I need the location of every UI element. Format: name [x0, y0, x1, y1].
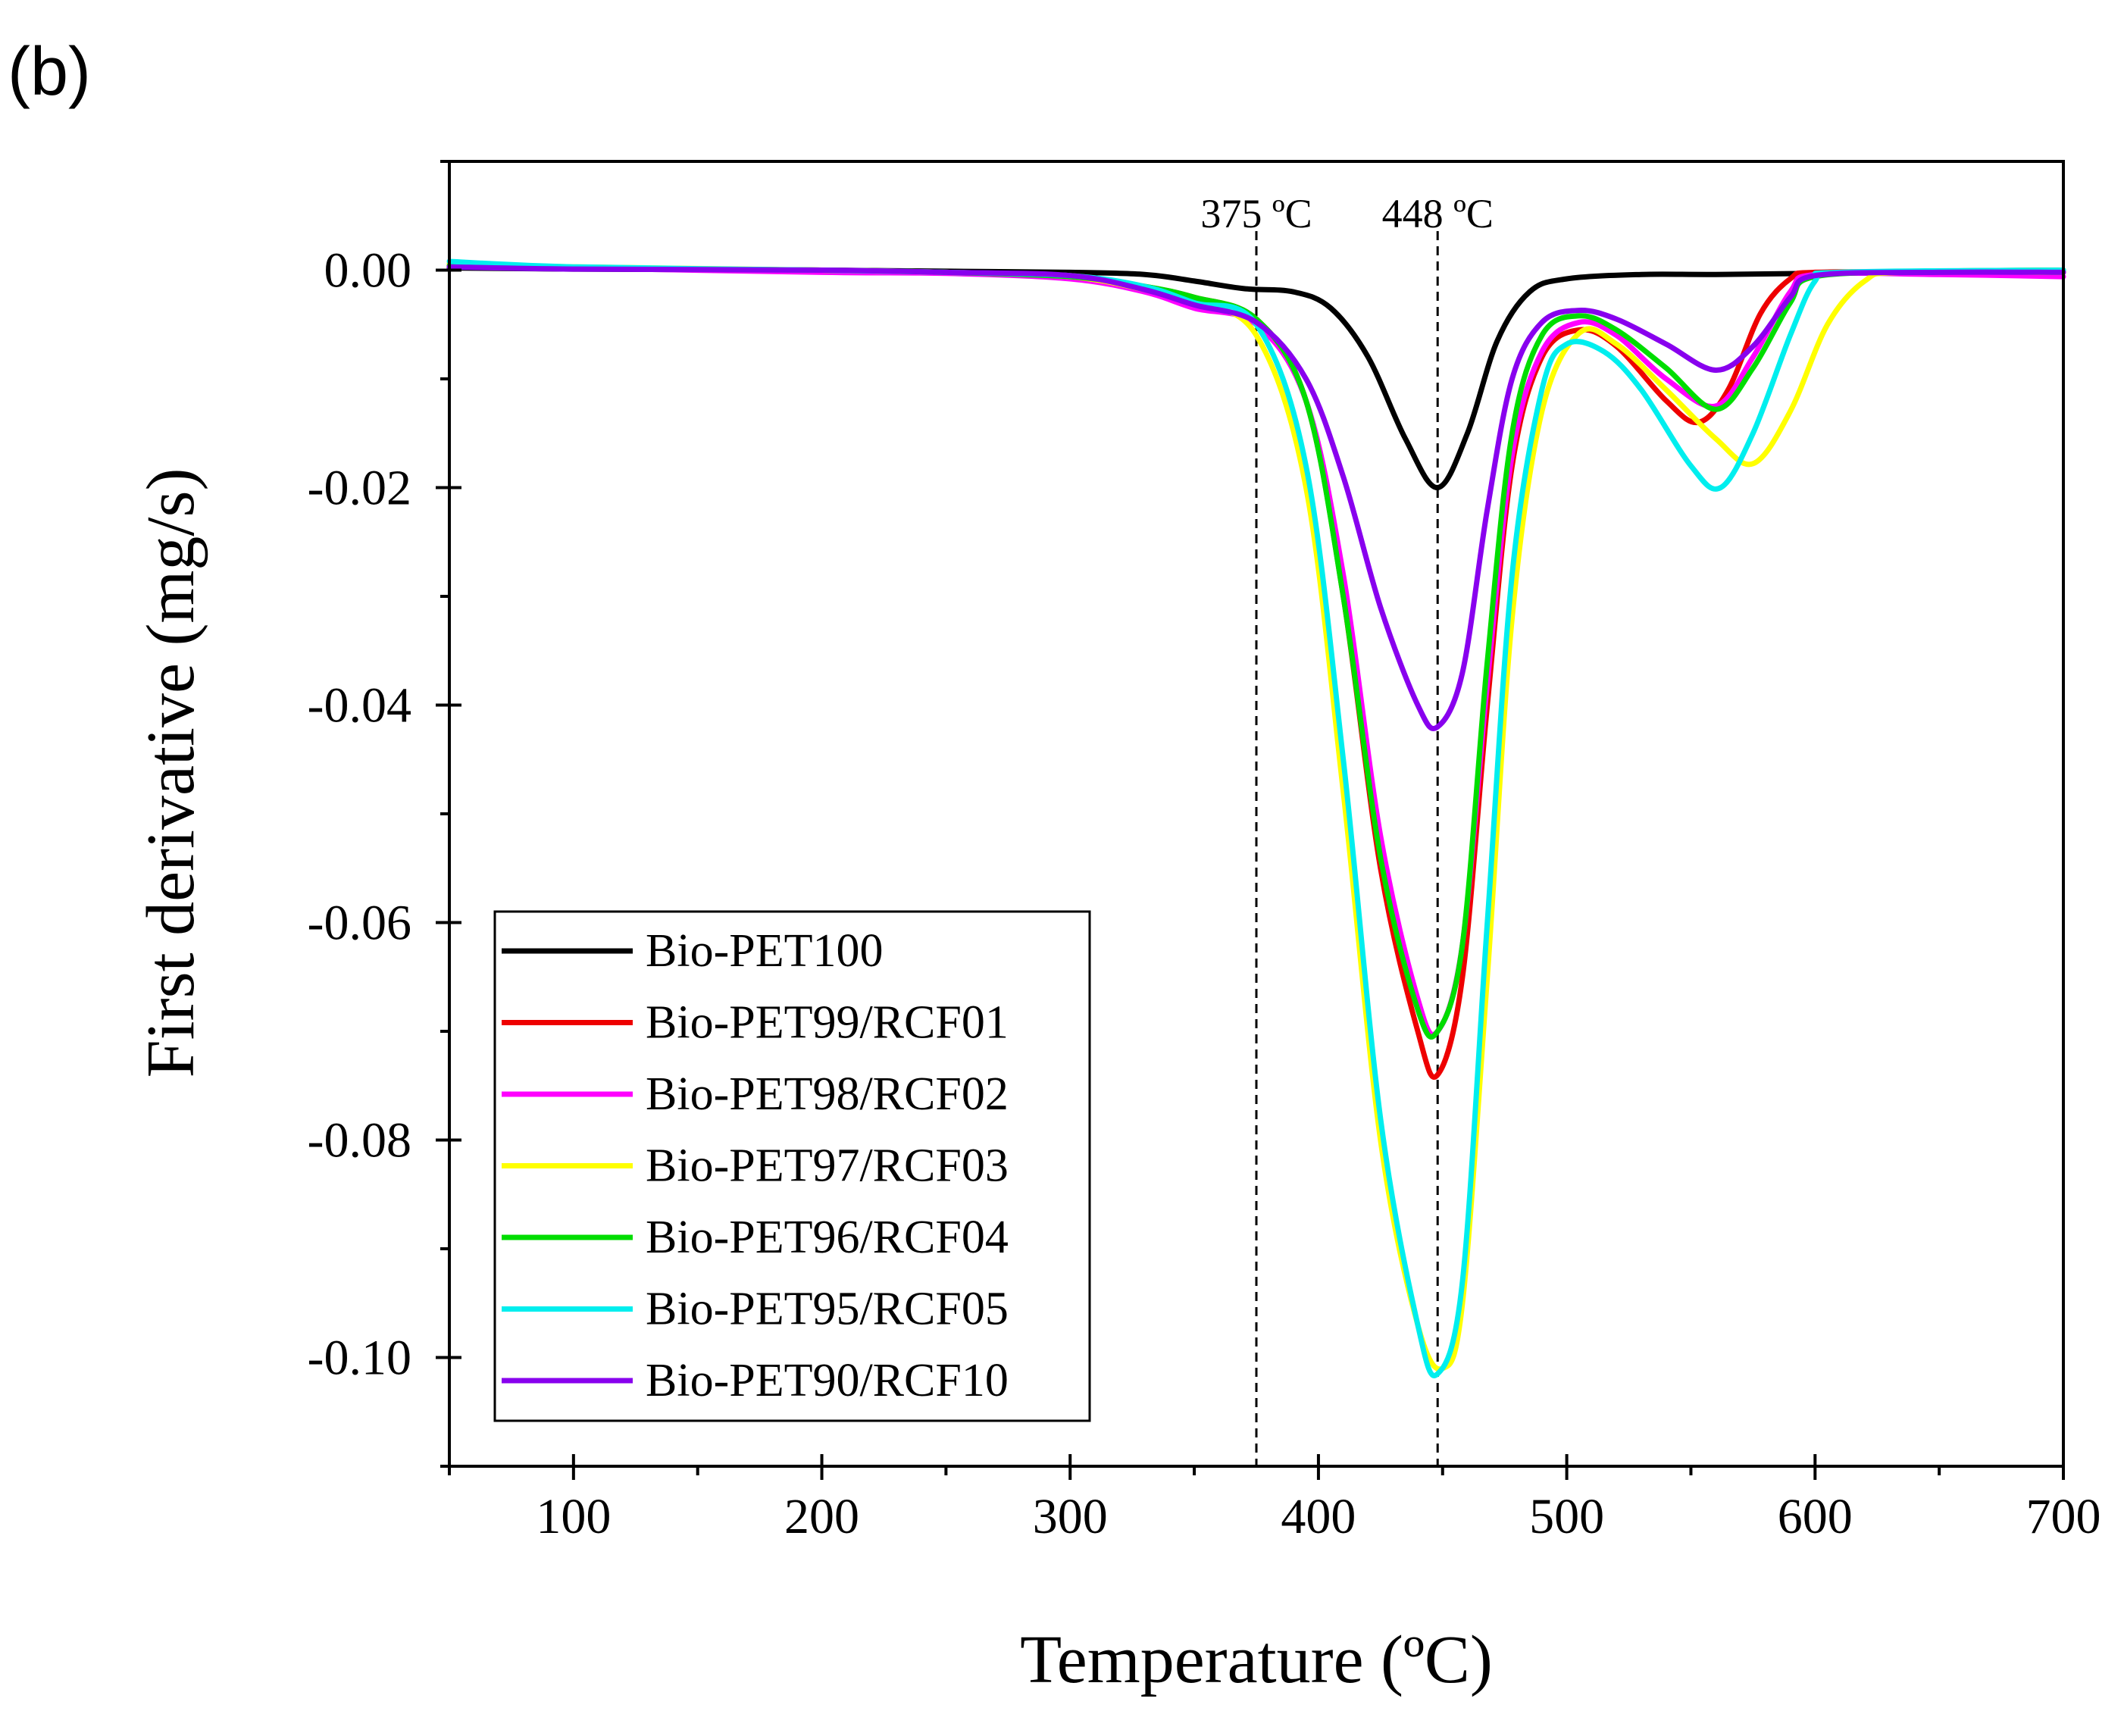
- legend-label: Bio-PET95/RCF05: [646, 1284, 1009, 1335]
- y-tick-label: -0.04: [308, 678, 411, 733]
- legend-label: Bio-PET98/RCF02: [646, 1068, 1009, 1120]
- y-tick-label: -0.06: [308, 896, 411, 951]
- series-line-bio-pet100: [446, 265, 2066, 490]
- x-axis-ticks: 100 200 300 400 500 600 700: [448, 1454, 2101, 1544]
- legend-label: Bio-PET90/RCF10: [646, 1355, 1009, 1406]
- legend: Bio-PET100 Bio-PET99/RCF01 Bio-PET98/RCF02…: [493, 910, 1091, 1422]
- x-tick-label: 600: [1778, 1489, 1853, 1544]
- x-tick-label: 200: [784, 1489, 859, 1544]
- y-axis-label: First derivative (mg/s): [133, 468, 208, 1078]
- series-line-bio-pet90-rcf10: [446, 264, 2066, 731]
- x-tick-label: 500: [1529, 1489, 1604, 1544]
- x-tick-label: 300: [1033, 1489, 1108, 1544]
- x-tick-label: 700: [2026, 1489, 2101, 1544]
- y-tick-label: 0.00: [324, 243, 412, 299]
- x-axis-label: Temperature (ºC): [1020, 1622, 1493, 1697]
- legend-label: Bio-PET100: [646, 925, 883, 977]
- x-tick-label: 400: [1281, 1489, 1356, 1544]
- legend-label: Bio-PET96/RCF04: [646, 1212, 1009, 1263]
- y-tick-label: -0.02: [308, 461, 411, 516]
- reference-lines: 375 ºC 448 ºC: [1200, 191, 1494, 1466]
- x-tick-label: 100: [536, 1489, 611, 1544]
- reference-label-448: 448 ºC: [1382, 191, 1494, 236]
- legend-label: Bio-PET99/RCF01: [646, 997, 1009, 1049]
- legend-label: Bio-PET97/RCF03: [646, 1140, 1009, 1192]
- panel-label: (b): [8, 34, 91, 110]
- reference-label-375: 375 ºC: [1200, 191, 1312, 236]
- series-lines: [446, 258, 2066, 1378]
- y-tick-label: -0.08: [308, 1113, 411, 1168]
- y-axis-ticks: 0.00 -0.02 -0.04 -0.06 -0.08 -0.10: [308, 160, 461, 1468]
- y-tick-label: -0.10: [308, 1331, 411, 1386]
